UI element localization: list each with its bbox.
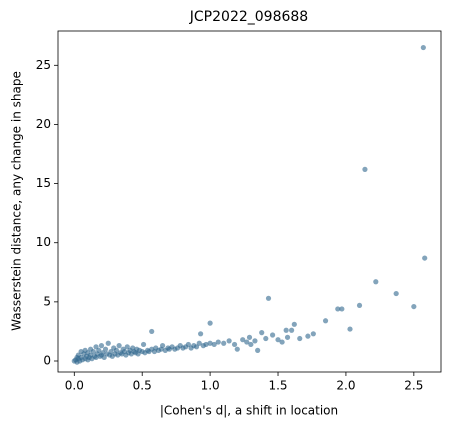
point (185, 341, 191, 348)
point (297, 335, 303, 342)
point (420, 44, 426, 51)
point (203, 341, 209, 348)
y-tick-label: 0 (43, 354, 51, 368)
point (255, 347, 261, 353)
point (113, 347, 120, 353)
point (193, 344, 200, 350)
point (93, 344, 99, 350)
point (149, 328, 155, 335)
point (211, 341, 217, 348)
chart-title: JCP2022_098688 (189, 9, 308, 25)
point (90, 348, 96, 355)
point (100, 350, 106, 356)
x-axis-label: |Cohen's d|, a shift in location (160, 404, 338, 418)
point (362, 166, 368, 172)
point (140, 341, 147, 348)
point (98, 343, 105, 349)
point (263, 335, 269, 342)
point (248, 341, 254, 348)
point (339, 306, 345, 312)
point (269, 332, 276, 338)
y-axis-label: Wasserstein distance, any change in shap… (10, 71, 24, 331)
point (246, 334, 253, 340)
point (196, 340, 202, 346)
x-tick-label: 2.0 (336, 379, 355, 393)
point (335, 306, 341, 312)
point (102, 346, 109, 352)
point (207, 340, 213, 346)
point (284, 334, 291, 340)
point (124, 344, 130, 350)
point (240, 337, 246, 343)
point (393, 290, 399, 297)
point (108, 348, 114, 355)
point (305, 333, 311, 339)
axes-frame (57, 30, 442, 373)
y-tick-label: 5 (43, 294, 51, 308)
x-tick-label: 0.0 (65, 379, 84, 393)
x-tick-label: 0.5 (133, 379, 152, 393)
point (234, 346, 240, 352)
y-tick-label: 10 (36, 235, 51, 249)
point (159, 343, 166, 349)
point (291, 321, 297, 327)
point (265, 295, 272, 301)
point (356, 302, 363, 309)
y-tick-label: 15 (36, 176, 51, 190)
point (279, 339, 285, 345)
point (96, 347, 102, 353)
point (422, 255, 428, 261)
point (207, 320, 213, 326)
point (198, 331, 204, 337)
point (215, 339, 221, 345)
point (347, 326, 353, 332)
x-tick-label: 1.5 (268, 379, 287, 393)
point (283, 327, 289, 333)
x-tick-label: 2.5 (404, 379, 423, 393)
point (116, 343, 122, 349)
point (411, 303, 417, 310)
point (231, 341, 238, 348)
point (289, 327, 295, 333)
y-tick-label: 25 (36, 58, 51, 72)
point (275, 337, 281, 343)
point (105, 340, 111, 346)
point (221, 340, 227, 346)
point (244, 339, 250, 345)
point (101, 354, 107, 361)
point (226, 338, 232, 344)
point (310, 331, 316, 337)
y-tick-label: 20 (36, 117, 51, 131)
point (373, 279, 379, 285)
x-tick-label: 1.0 (201, 379, 220, 393)
point (259, 330, 265, 336)
point (252, 338, 258, 344)
point (322, 318, 329, 324)
